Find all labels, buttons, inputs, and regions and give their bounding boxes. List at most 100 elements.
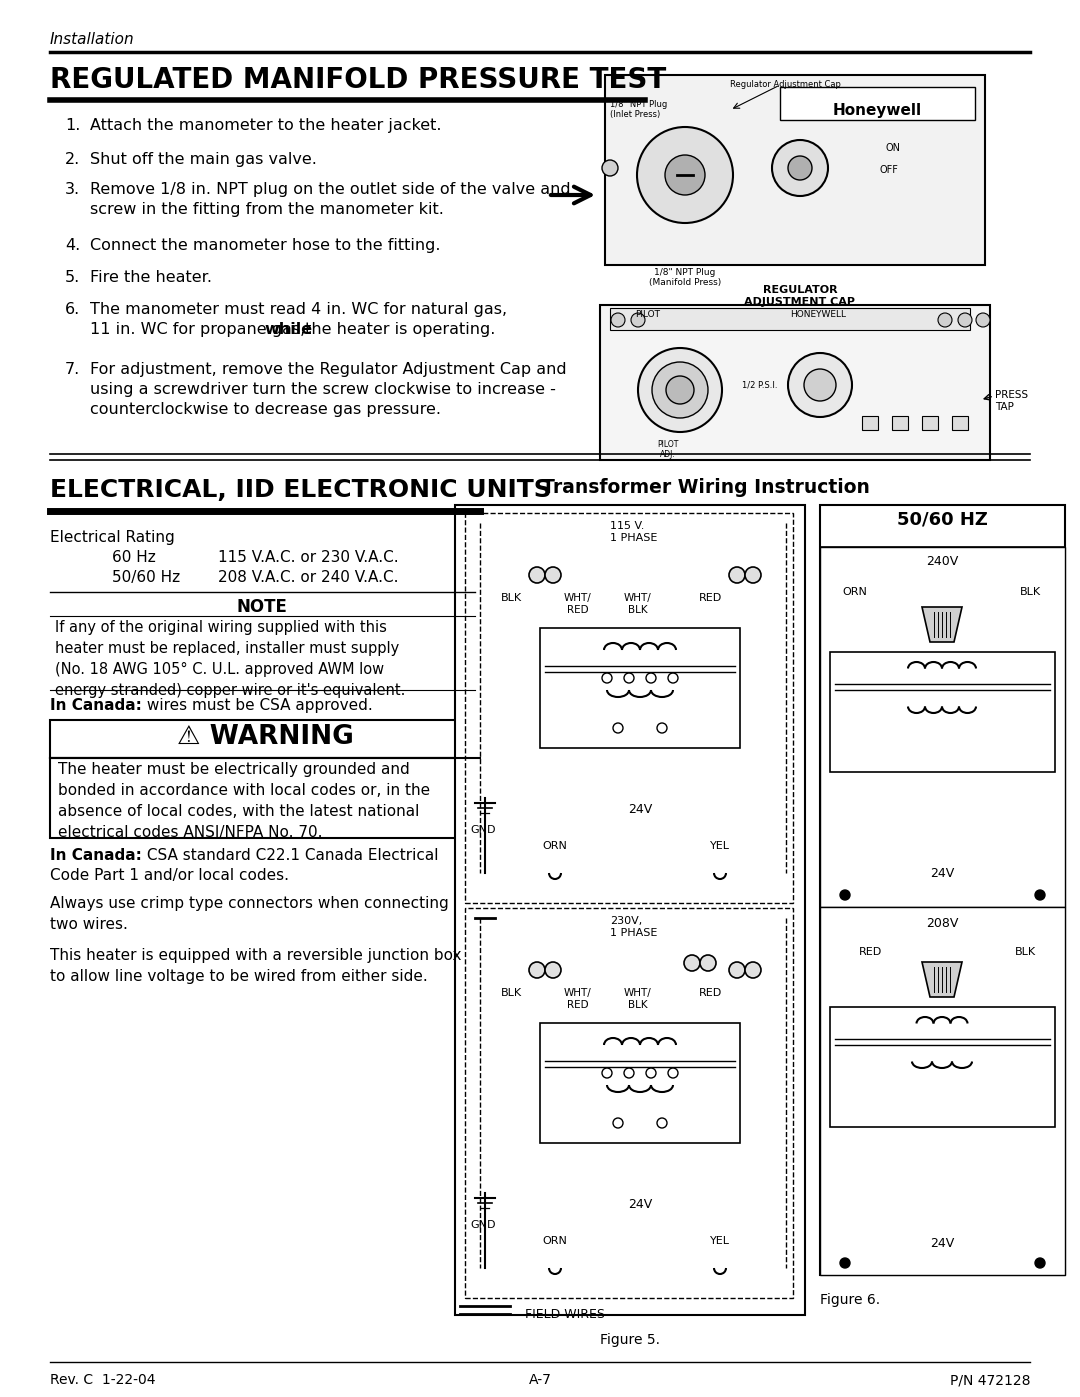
Circle shape: [602, 161, 618, 176]
Circle shape: [684, 956, 700, 971]
Bar: [610, 307, 970, 330]
Text: screw in the fitting from the manometer kit.: screw in the fitting from the manometer …: [90, 203, 444, 217]
Circle shape: [1035, 1259, 1045, 1268]
Circle shape: [545, 567, 561, 583]
Text: Code Part 1 and/or local codes.: Code Part 1 and/or local codes.: [50, 868, 289, 883]
Circle shape: [939, 313, 951, 327]
Polygon shape: [922, 963, 962, 997]
Circle shape: [646, 673, 656, 683]
Text: Electrical Rating: Electrical Rating: [50, 529, 175, 545]
Text: In Canada:: In Canada:: [50, 848, 141, 863]
Text: while: while: [265, 321, 312, 337]
Text: ON: ON: [885, 142, 900, 154]
Text: 240V: 240V: [927, 555, 959, 569]
Text: WHT/
BLK: WHT/ BLK: [624, 988, 652, 1010]
Text: RED: RED: [699, 988, 721, 997]
Circle shape: [624, 673, 634, 683]
Text: 1/2 P.S.I.: 1/2 P.S.I.: [742, 380, 778, 390]
Text: 208V: 208V: [927, 916, 959, 930]
Text: ORN: ORN: [542, 841, 567, 851]
Text: RED: RED: [859, 947, 881, 957]
Circle shape: [613, 1118, 623, 1127]
Circle shape: [624, 1067, 634, 1078]
Text: Figure 5.: Figure 5.: [600, 1333, 660, 1347]
Bar: [862, 416, 878, 430]
Bar: [831, 652, 1055, 773]
Text: If any of the original wiring supplied with this
heater must be replaced, instal: If any of the original wiring supplied w…: [55, 620, 405, 698]
Text: PRESS
TAP: PRESS TAP: [995, 390, 1028, 412]
Circle shape: [646, 1067, 656, 1078]
Text: FIELD WIRES: FIELD WIRES: [525, 1308, 605, 1322]
Text: Attach the manometer to the heater jacket.: Attach the manometer to the heater jacke…: [90, 117, 442, 133]
Text: Installation: Installation: [50, 32, 135, 47]
Text: OFF: OFF: [880, 165, 899, 175]
Text: The manometer must read 4 in. WC for natural gas,: The manometer must read 4 in. WC for nat…: [90, 302, 508, 317]
Text: counterclockwise to decrease gas pressure.: counterclockwise to decrease gas pressur…: [90, 402, 441, 416]
Text: GND: GND: [470, 826, 496, 835]
Circle shape: [666, 376, 694, 404]
Bar: [540, 1023, 740, 1143]
Text: NOTE: NOTE: [237, 598, 287, 616]
Circle shape: [657, 724, 667, 733]
Text: 60 Hz: 60 Hz: [112, 550, 156, 564]
Text: ELECTRICAL, IID ELECTRONIC UNITS: ELECTRICAL, IID ELECTRONIC UNITS: [50, 478, 552, 502]
Text: 24V: 24V: [627, 803, 652, 816]
Text: GND: GND: [470, 1220, 496, 1229]
Bar: [951, 416, 968, 430]
Text: 11 in. WC for propane gas,: 11 in. WC for propane gas,: [90, 321, 310, 337]
Text: 1.: 1.: [65, 117, 80, 133]
Text: 24V: 24V: [930, 868, 954, 880]
Circle shape: [788, 353, 852, 416]
Circle shape: [700, 956, 716, 971]
Text: 24V: 24V: [627, 1199, 652, 1211]
Circle shape: [669, 673, 678, 683]
Text: PILOT: PILOT: [635, 310, 660, 319]
Text: Regulator Adjustment Cap: Regulator Adjustment Cap: [730, 80, 841, 89]
Text: 6.: 6.: [65, 302, 80, 317]
Circle shape: [529, 567, 545, 583]
Text: YEL: YEL: [710, 841, 730, 851]
Circle shape: [669, 1067, 678, 1078]
Text: ⚠ WARNING: ⚠ WARNING: [176, 724, 353, 750]
Text: 1/8" NPT Plug
(Manifold Press): 1/8" NPT Plug (Manifold Press): [649, 268, 721, 288]
Text: 50/60 Hz: 50/60 Hz: [112, 570, 180, 585]
Text: The heater must be electrically grounded and
bonded in accordance with local cod: The heater must be electrically grounded…: [58, 761, 430, 840]
Circle shape: [602, 1067, 612, 1078]
Text: 208 V.A.C. or 240 V.A.C.: 208 V.A.C. or 240 V.A.C.: [218, 570, 399, 585]
Text: using a screwdriver turn the screw clockwise to increase -: using a screwdriver turn the screw clock…: [90, 381, 556, 397]
Text: For adjustment, remove the Regulator Adjustment Cap and: For adjustment, remove the Regulator Adj…: [90, 362, 567, 377]
Text: REGULATOR
ADJUSTMENT CAP: REGULATOR ADJUSTMENT CAP: [744, 285, 855, 306]
Circle shape: [638, 348, 723, 432]
Text: the heater is operating.: the heater is operating.: [300, 321, 496, 337]
Circle shape: [745, 963, 761, 978]
Text: WHT/
RED: WHT/ RED: [564, 592, 592, 615]
Text: BLK: BLK: [1020, 587, 1040, 597]
Text: 3.: 3.: [65, 182, 80, 197]
Circle shape: [804, 369, 836, 401]
Bar: [831, 1007, 1055, 1127]
Circle shape: [840, 890, 850, 900]
Text: 1/8" NPT Plug
(Inlet Press): 1/8" NPT Plug (Inlet Press): [610, 101, 667, 119]
Circle shape: [772, 140, 828, 196]
Text: REGULATED MANIFOLD PRESSURE TEST: REGULATED MANIFOLD PRESSURE TEST: [50, 66, 666, 94]
Bar: [820, 907, 1065, 1275]
Bar: [50, 759, 480, 838]
Text: ORN: ORN: [542, 1236, 567, 1246]
Bar: [465, 908, 793, 1298]
Text: Always use crimp type connectors when connecting
two wires.: Always use crimp type connectors when co…: [50, 895, 449, 932]
Text: 24V: 24V: [930, 1236, 954, 1250]
Circle shape: [545, 963, 561, 978]
Circle shape: [788, 156, 812, 180]
Text: This heater is equipped with a reversible junction box
to allow line voltage to : This heater is equipped with a reversibl…: [50, 949, 461, 983]
Text: 115 V.A.C. or 230 V.A.C.: 115 V.A.C. or 230 V.A.C.: [218, 550, 399, 564]
Circle shape: [529, 963, 545, 978]
Circle shape: [611, 313, 625, 327]
Circle shape: [1035, 890, 1045, 900]
Polygon shape: [922, 608, 962, 643]
Bar: [820, 504, 1065, 1275]
Text: Rev. C  1-22-04: Rev. C 1-22-04: [50, 1373, 156, 1387]
Text: RED: RED: [699, 592, 721, 604]
Circle shape: [637, 127, 733, 224]
Circle shape: [976, 313, 990, 327]
Text: Connect the manometer hose to the fitting.: Connect the manometer hose to the fittin…: [90, 237, 441, 253]
